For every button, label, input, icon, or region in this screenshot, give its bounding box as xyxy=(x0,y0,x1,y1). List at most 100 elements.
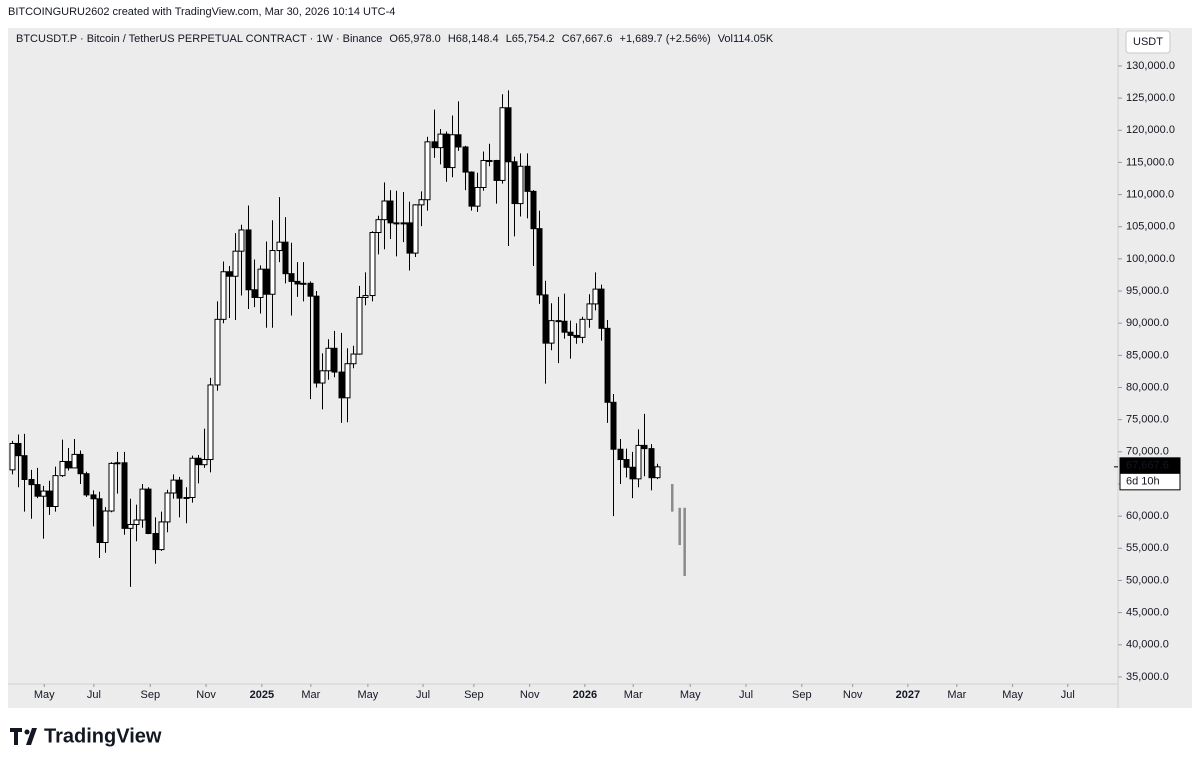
candle-body xyxy=(431,141,438,149)
candle-body xyxy=(96,498,103,544)
candle-body xyxy=(164,492,171,523)
last-price-head xyxy=(1120,457,1180,474)
price-tick-label: 105,000.0 xyxy=(1126,221,1175,233)
candle-body xyxy=(548,320,555,344)
legend: BTCUSDT.P · Bitcoin / TetherUS PERPETUAL… xyxy=(16,33,774,45)
time-tick-label: 2025 xyxy=(250,689,274,701)
candle-body xyxy=(610,401,617,450)
volume: Vol114.05K xyxy=(718,33,774,45)
candle-body xyxy=(220,271,227,320)
logo-icon xyxy=(10,728,37,745)
price-tick-label: 35,000.0 xyxy=(1126,671,1169,683)
candle-body xyxy=(195,457,202,466)
candle-body xyxy=(15,442,22,457)
candle-body xyxy=(530,190,537,230)
time-tick-label: May xyxy=(680,689,701,701)
candle-body xyxy=(114,462,121,465)
price-tick-label: 80,000.0 xyxy=(1126,381,1169,393)
price-tick-label: 100,000.0 xyxy=(1126,253,1175,265)
candle-body xyxy=(393,222,400,225)
candle-body xyxy=(443,133,450,169)
candle-body xyxy=(654,466,661,479)
time-tick-label: Jul xyxy=(1061,689,1075,701)
candle-body xyxy=(455,134,462,148)
candle-body xyxy=(387,200,394,224)
change: +1,689.7 (+2.56%) xyxy=(620,33,711,45)
open: O65,978.0 xyxy=(389,33,440,45)
candle-body xyxy=(257,268,264,298)
candle-body xyxy=(34,484,41,497)
candle-body xyxy=(623,459,630,468)
price-tick-label: 55,000.0 xyxy=(1126,542,1169,554)
candle-body xyxy=(325,347,332,372)
last-price-label: 67,667.6 xyxy=(1126,460,1169,472)
price-tick-label: 40,000.0 xyxy=(1126,639,1169,651)
candle-body xyxy=(350,353,357,365)
time-tick-label: Jul xyxy=(416,689,430,701)
candle-body xyxy=(307,282,314,297)
candle-body xyxy=(424,141,431,201)
candle-body xyxy=(604,327,611,403)
countdown: 6d 10h xyxy=(1126,476,1160,488)
candle-body xyxy=(418,199,425,206)
candle-body xyxy=(121,462,128,529)
candle-body xyxy=(635,444,642,480)
candle-body xyxy=(468,171,475,207)
price-tick-label: 90,000.0 xyxy=(1126,317,1169,329)
candle-body xyxy=(108,462,115,512)
candle-body xyxy=(313,295,320,384)
candle-body xyxy=(598,288,605,329)
time-tick-label: Jul xyxy=(87,689,101,701)
logo-text: TradingView xyxy=(44,725,162,747)
candle-body xyxy=(139,488,146,521)
candle-body xyxy=(288,273,295,282)
candle-body xyxy=(263,268,270,295)
time-tick-label: Sep xyxy=(140,689,160,701)
price-tick-label: 50,000.0 xyxy=(1126,574,1169,586)
candle-body xyxy=(127,524,134,529)
candle-body xyxy=(369,232,376,297)
candle-body xyxy=(449,134,456,169)
candle-body xyxy=(338,371,345,399)
candle-body xyxy=(133,519,140,526)
candle-body xyxy=(567,331,574,336)
time-tick-label: 2026 xyxy=(573,689,597,701)
candle-body xyxy=(356,296,363,355)
candle-body xyxy=(21,455,28,480)
candle-body xyxy=(145,488,152,535)
candle-body xyxy=(592,288,599,305)
candle-body xyxy=(505,107,512,163)
candle-body xyxy=(232,250,239,277)
candle-body xyxy=(238,229,245,252)
chart-panel xyxy=(8,28,1192,708)
candle-body xyxy=(524,165,531,192)
price-tick-label: 110,000.0 xyxy=(1126,188,1174,200)
candle-body xyxy=(282,241,289,275)
time-tick-label: Nov xyxy=(520,689,540,701)
time-tick-label: Jul xyxy=(739,689,753,701)
candle-body xyxy=(170,479,177,494)
candle-body xyxy=(517,165,524,205)
currency-button[interactable] xyxy=(1125,30,1171,54)
price-tick-label: 60,000.0 xyxy=(1126,510,1169,522)
price-tick-label: 125,000.0 xyxy=(1126,92,1175,104)
candle-body xyxy=(412,204,419,254)
candle-body xyxy=(245,229,252,291)
candle-body xyxy=(40,490,47,497)
candle-body xyxy=(102,510,109,544)
candle-body xyxy=(474,186,481,207)
candle-body xyxy=(300,282,307,285)
candle-body xyxy=(59,460,66,477)
currency[interactable]: USDT xyxy=(1133,36,1163,48)
price-tick-label: 115,000.0 xyxy=(1126,156,1174,168)
time-tick-label: Mar xyxy=(301,689,320,701)
candle-body xyxy=(555,320,562,323)
time-tick-label: May xyxy=(1002,689,1023,701)
close: C67,667.6 xyxy=(562,33,613,45)
candle-body xyxy=(641,444,648,450)
price-tick-label: 45,000.0 xyxy=(1126,607,1169,619)
candle-body xyxy=(83,473,90,496)
watermark: BITCOINGURU2602 created with TradingView… xyxy=(8,6,395,18)
candle-body xyxy=(269,250,276,295)
candle-body xyxy=(201,459,208,466)
